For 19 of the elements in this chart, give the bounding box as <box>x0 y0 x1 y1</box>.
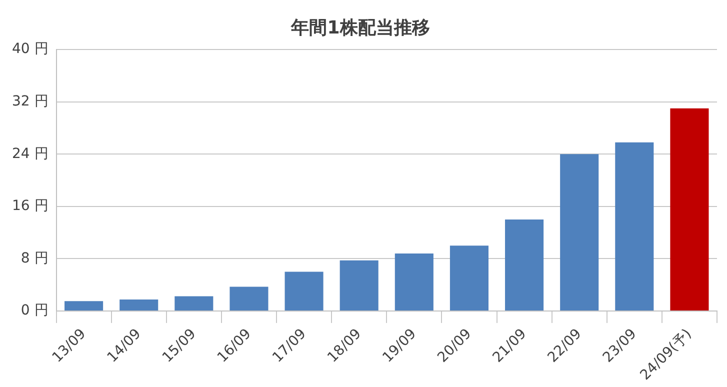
bar <box>615 142 654 310</box>
bar <box>505 219 544 310</box>
bar <box>340 260 378 310</box>
chart-title: 年間1株配当推移 <box>290 17 430 38</box>
y-tick-label: 8 円 <box>20 250 48 266</box>
bar <box>120 300 158 310</box>
bar <box>450 246 488 310</box>
y-tick-label: 0 円 <box>20 302 48 319</box>
bar <box>284 272 324 310</box>
y-tick-label: 24 円 <box>12 146 48 162</box>
y-tick-label: 40 円 <box>12 41 48 58</box>
bar <box>174 296 214 310</box>
bar <box>230 286 268 310</box>
bar <box>670 108 709 310</box>
bar <box>560 154 599 310</box>
y-tick-label: 16 円 <box>12 198 48 214</box>
y-tick-label: 32 円 <box>12 94 48 110</box>
bar <box>64 301 104 310</box>
bar <box>394 253 434 310</box>
